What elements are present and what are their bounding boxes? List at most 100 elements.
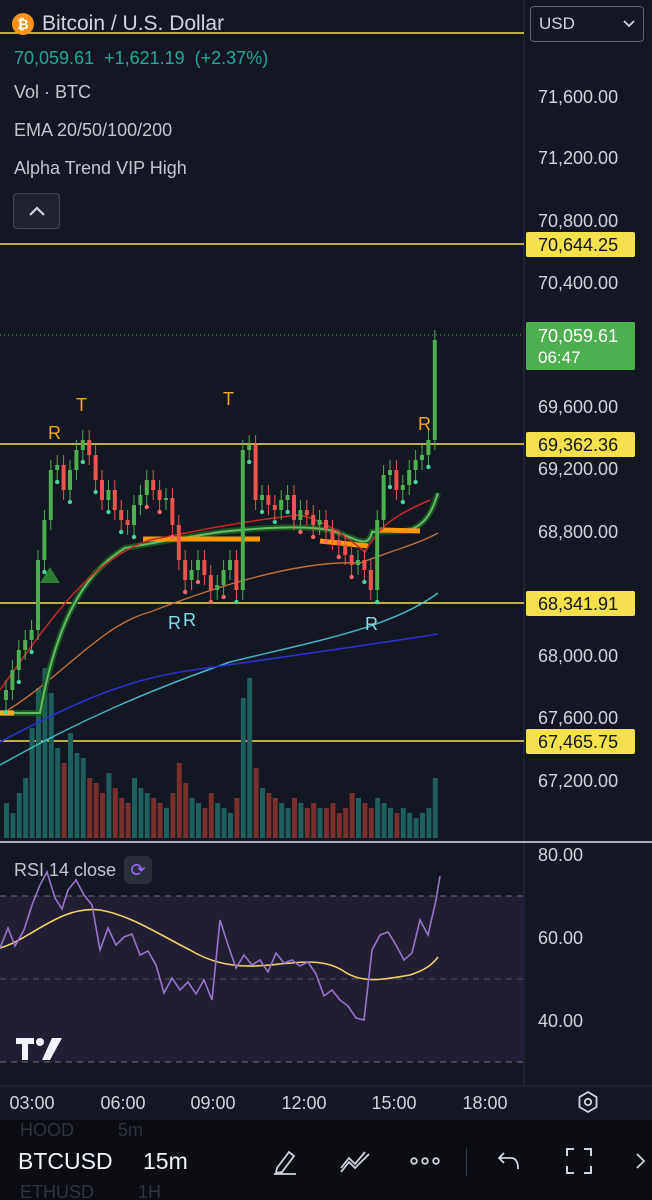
candle [157,490,162,500]
signal-dot [183,589,188,595]
candle [272,505,277,510]
time-tick: 06:00 [100,1093,146,1113]
signal-dot [413,479,418,485]
volume-bar [87,778,93,838]
volume-bars [4,668,438,838]
volume-bar [400,808,406,838]
volume-bar [183,783,189,838]
signal-dot [67,499,73,505]
candle [164,498,168,500]
candle [68,470,72,490]
indicators-button[interactable] [338,1144,372,1178]
candle [304,510,309,515]
volume-bar [119,798,125,838]
candlestick-chart[interactable]: T R T R R R R 71,600.00 71,200.00 70,800… [0,0,652,1120]
volume-bar [42,668,48,838]
volume-bar [208,793,214,838]
candle [196,560,200,570]
price-tick: 71,200.00 [538,148,618,168]
price-tick: 71,600.00 [538,87,618,107]
ghost-watchlist-row: ETHUSD 1H [20,1182,161,1200]
indicator-ema[interactable]: EMA 20/50/100/200 [14,120,173,140]
indicator-volume[interactable]: Vol · BTC [14,82,92,102]
volume-bar [240,698,246,838]
indicator-alpha-trend[interactable]: Alpha Trend VIP High [14,158,187,178]
candle [324,520,328,530]
fullscreen-icon [566,1148,592,1174]
overflow-chevron-button[interactable] [628,1144,652,1178]
price-readout: 70,059.61 +1,621.19 (+2.37%) [14,48,268,69]
rsi-tick: 60.00 [538,928,583,948]
volume-bar [215,803,221,838]
candle [87,440,92,455]
candle [112,490,117,510]
tradingview-logo-icon [16,1038,62,1060]
chart-area[interactable]: T R T R R R R 71,600.00 71,200.00 70,800… [0,0,652,1120]
symbol-button[interactable]: BTCUSD [18,1148,113,1174]
signal-dot [247,459,252,465]
signal-dot [311,534,316,540]
price-tick: 68,000.00 [538,646,618,666]
signal-dot [195,579,201,585]
time-tick: 03:00 [9,1093,55,1113]
ghost-watchlist-row: HOOD 5m [20,1120,143,1141]
undo-button[interactable] [492,1144,526,1178]
candle [279,500,284,510]
volume-bar [368,808,374,838]
candle [93,455,98,480]
volume-bar [413,818,419,838]
time-tick: 09:00 [190,1093,236,1113]
signal-dot [208,599,213,605]
collapse-legend-button[interactable] [13,193,60,229]
sync-icon[interactable]: ⟳ [124,856,153,884]
ema-50-line [0,532,439,716]
volume-bar [10,813,16,838]
volume-bar [170,793,176,838]
candle [356,560,360,565]
more-button[interactable] [408,1144,442,1178]
price-tick: 70,400.00 [538,273,618,293]
drawing-tool-button[interactable] [268,1144,302,1178]
level-label: 68,341.91 [538,594,618,614]
candle [234,560,239,590]
symbol-title[interactable]: ₿ Bitcoin / U.S. Dollar [12,12,224,36]
candle [74,450,79,470]
chart-settings-icon[interactable] [576,1090,600,1114]
level-label: 69,362.36 [538,435,618,455]
candle [4,690,8,700]
candle [125,520,130,525]
signal-dot [170,534,175,540]
volume-bar [285,808,291,838]
candle [368,570,373,590]
signal-dot [323,539,329,545]
annotation-r-1: R [48,423,61,443]
signal-dot [93,489,98,495]
candle [215,585,220,590]
candle [260,495,264,500]
chevron-down-icon [623,20,635,28]
volume-bar [138,788,144,838]
candle [10,670,15,690]
candle [298,510,303,520]
signal-dot [259,509,265,515]
interval-button[interactable]: 15m [143,1148,188,1174]
level-label-bg [526,432,635,457]
annotation-r-5: R [365,614,378,634]
undo-icon [497,1152,519,1170]
volume-bar [362,803,368,838]
volume-bar [272,798,278,838]
candle [183,560,188,580]
volume-bar [375,798,381,838]
currency-select[interactable]: USD [530,6,644,42]
candle [432,340,437,440]
volume-bar [221,808,227,838]
candle [23,640,28,650]
candle [48,470,53,520]
price-change: +1,621.19 [104,48,185,68]
candle [202,560,207,575]
fullscreen-button[interactable] [562,1144,596,1178]
volume-bar [279,803,285,838]
ema-20-line [0,499,431,691]
candle [349,555,354,565]
rsi-legend[interactable]: RSI 14 close ⟳ [14,856,153,884]
